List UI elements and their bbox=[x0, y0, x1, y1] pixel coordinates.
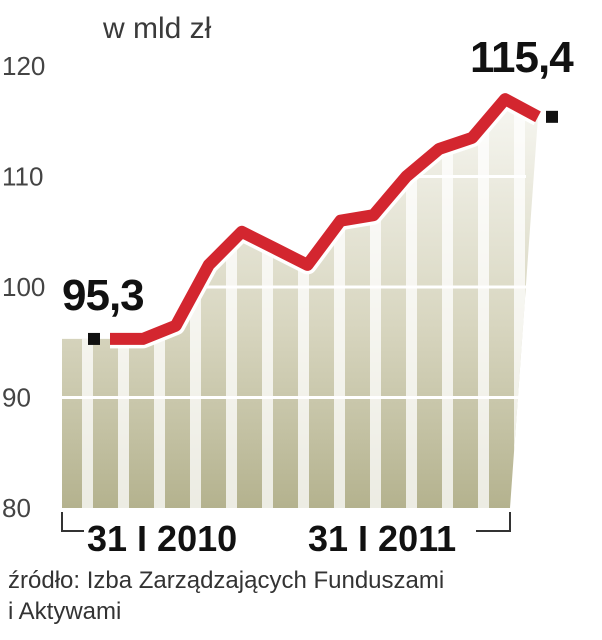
x-axis-bracket bbox=[61, 512, 511, 532]
y-tick-label-100: 100 bbox=[2, 272, 45, 302]
area-stripe-6 bbox=[298, 99, 309, 508]
area-stripe-8 bbox=[370, 99, 381, 508]
area-stripe-4 bbox=[226, 99, 237, 508]
unit-label: w mld zł bbox=[102, 12, 212, 45]
last-point-marker bbox=[546, 110, 558, 123]
first-point-marker bbox=[88, 332, 100, 345]
last-value-label: 115,4 bbox=[470, 33, 574, 82]
source-line-1: źródło: Izba Zarządzających Funduszami bbox=[8, 567, 445, 594]
y-tick-label-80: 80 bbox=[2, 493, 31, 523]
area-stripe-7 bbox=[334, 99, 345, 508]
x-label-2011: 31 I 2011 bbox=[308, 518, 456, 559]
gridlines bbox=[62, 64, 526, 399]
area-stripe-11 bbox=[478, 99, 489, 508]
area-stripe-5 bbox=[262, 99, 273, 508]
first-value-label: 95,3 bbox=[62, 271, 144, 320]
y-tick-label-110: 110 bbox=[2, 162, 43, 192]
source-line-2: i Aktywami bbox=[8, 598, 122, 625]
x-label-2010: 31 I 2010 bbox=[87, 518, 237, 559]
y-tick-label-90: 90 bbox=[2, 383, 31, 413]
y-tick-labels: 80 90 100 110 120 bbox=[2, 51, 45, 523]
area-stripe-2 bbox=[154, 99, 165, 508]
area-stripe-10 bbox=[442, 99, 453, 508]
area-stripe-13 bbox=[550, 56, 561, 508]
series-line bbox=[110, 93, 541, 345]
area-stripe-12 bbox=[514, 99, 525, 508]
y-tick-label-120: 120 bbox=[2, 51, 45, 81]
area-stripe-9 bbox=[406, 99, 417, 508]
